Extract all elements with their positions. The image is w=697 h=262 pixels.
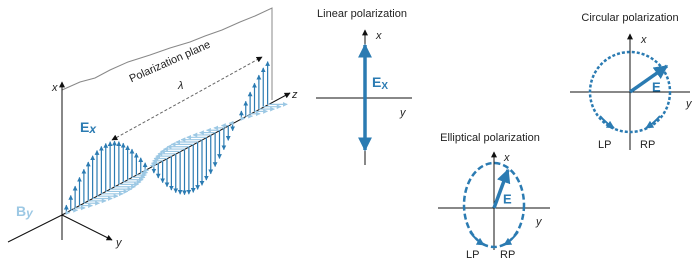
field-arrows <box>66 62 287 213</box>
linear-e-text: E <box>372 74 381 90</box>
b-label: By <box>16 203 34 220</box>
circular-x-label: x <box>640 34 647 46</box>
wavelength-label: λ <box>177 80 183 92</box>
e-sub: x <box>88 122 97 136</box>
circular-panel: Circular polarization x y E LP RP <box>570 12 693 151</box>
wavelength-marker <box>112 57 262 140</box>
linear-y-label: y <box>399 107 407 119</box>
elliptical-rp: RP <box>500 249 515 261</box>
e-label: Ex <box>80 119 97 136</box>
y-axis <box>62 215 112 240</box>
circular-e-vector <box>630 66 667 92</box>
linear-e-label: EX <box>372 74 388 92</box>
circular-e-label: E <box>652 79 661 94</box>
elliptical-y-label: y <box>535 216 543 228</box>
elliptical-title: Elliptical polarization <box>440 132 540 144</box>
elliptical-panel: Elliptical polarization x y E LP RP <box>438 132 550 261</box>
elliptical-x-label: x <box>503 152 510 164</box>
circular-title: Circular polarization <box>581 12 678 24</box>
b-text: B <box>16 203 26 219</box>
b-sub: y <box>25 206 34 220</box>
elliptical-e-label: E <box>503 191 512 206</box>
circular-lp: LP <box>598 139 611 151</box>
elliptical-lp: LP <box>466 249 479 261</box>
linear-x-label: x <box>375 30 382 42</box>
circular-rp: RP <box>640 139 655 151</box>
circular-y-label: y <box>685 98 693 110</box>
linear-panel: Linear polarization x y EX <box>316 8 412 165</box>
z-label: z <box>291 89 298 101</box>
y-label: y <box>115 237 123 249</box>
plane-label: Polarization plane <box>128 39 213 86</box>
diagram: λ Polarization plane x z y Ex By Linear … <box>0 0 697 262</box>
x-label: x <box>51 82 58 94</box>
wave-panel: λ Polarization plane x z y Ex By <box>8 8 298 249</box>
elliptical-lp-arrow <box>470 232 484 245</box>
linear-title: Linear polarization <box>317 8 407 20</box>
linear-e-sub: X <box>381 81 388 92</box>
elliptical-rp-arrow <box>504 232 518 245</box>
e-text: E <box>80 119 89 135</box>
y-axis-back <box>8 215 62 242</box>
